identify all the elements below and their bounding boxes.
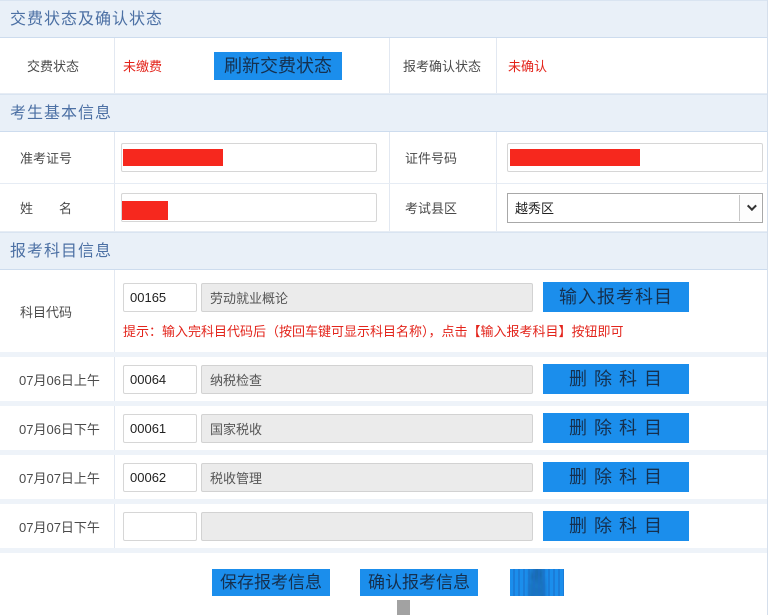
exam-district-cell: 越秀区 xyxy=(497,184,767,231)
slot-label: 07月07日下午 xyxy=(0,504,115,548)
slot-code-input[interactable] xyxy=(123,462,197,492)
slot-cell: 删 除 科 目 xyxy=(115,504,767,548)
delete-subject-button[interactable]: 删 除 科 目 xyxy=(543,413,689,443)
subject-code-label: 科目代码 xyxy=(0,270,115,352)
slot-cell: 删 除 科 目 xyxy=(115,406,767,450)
slot-code-input[interactable] xyxy=(123,413,197,443)
confirm-status-label: 报考确认状态 xyxy=(390,38,497,93)
subjects-section-title: 报考科目信息 xyxy=(0,232,767,270)
slot-label: 07月06日上午 xyxy=(0,357,115,401)
slot-label: 07月06日下午 xyxy=(0,406,115,450)
confirm-registration-button[interactable]: 确认报考信息 xyxy=(360,569,478,596)
slot-name-field xyxy=(201,462,533,492)
id-number-label: 证件号码 xyxy=(390,132,497,183)
admission-ticket-input[interactable] xyxy=(121,143,377,172)
refresh-payment-status-button[interactable]: 刷新交费状态 xyxy=(214,51,343,80)
slot-label: 07月07日上午 xyxy=(0,455,115,499)
enter-subject-button[interactable]: 输入报考科目 xyxy=(543,282,689,312)
basic-info-row-2: 姓 名 考试县区 越秀区 xyxy=(0,184,767,232)
basic-info-section-title: 考生基本信息 xyxy=(0,94,767,132)
scrollbar-artifact xyxy=(397,600,410,615)
subject-name-field xyxy=(201,282,533,312)
admission-ticket-label: 准考证号 xyxy=(0,132,115,183)
back-button-obscured[interactable]: 返 回 xyxy=(510,569,564,596)
slot-name-field xyxy=(201,413,533,443)
slot-code-input[interactable] xyxy=(123,364,197,394)
slot-name-field xyxy=(201,364,533,394)
payment-status-value: 未缴费 xyxy=(123,59,163,74)
back-button-label: 返 回 xyxy=(528,569,546,596)
delete-subject-button[interactable]: 删 除 科 目 xyxy=(543,364,689,394)
payment-status-label: 交费状态 xyxy=(0,38,115,93)
basic-info-row-1: 准考证号 证件号码 xyxy=(0,132,767,184)
slot-row: 07月06日下午 删 除 科 目 xyxy=(0,406,767,455)
name-label: 姓 名 xyxy=(0,184,115,231)
subject-code-hint: 提示：输入完科目代码后（按回车键可显示科目名称），点击【输入报考科目】按钮即可 xyxy=(123,324,624,339)
redaction-block xyxy=(122,201,168,220)
slot-row: 07月07日上午 删 除 科 目 xyxy=(0,455,767,504)
subject-code-cell: 输入报考科目 提示：输入完科目代码后（按回车键可显示科目名称），点击【输入报考科… xyxy=(115,270,767,352)
redaction-block xyxy=(123,149,223,166)
district-select-value: 越秀区 xyxy=(515,201,555,216)
confirm-status-value: 未确认 xyxy=(508,59,548,74)
subject-code-row: 科目代码 输入报考科目 提示：输入完科目代码后（按回车键可显示科目名称），点击【… xyxy=(0,270,767,357)
id-number-cell xyxy=(497,132,767,183)
subject-code-input[interactable] xyxy=(123,282,197,312)
exam-district-label: 考试县区 xyxy=(390,184,497,231)
delete-subject-button[interactable]: 删 除 科 目 xyxy=(543,462,689,492)
slot-name-field xyxy=(201,511,533,541)
admission-ticket-cell xyxy=(115,132,390,183)
payment-status-row: 交费状态 未缴费 刷新交费状态 报考确认状态 未确认 xyxy=(0,38,767,94)
slot-row: 07月07日下午 删 除 科 目 xyxy=(0,504,767,553)
chevron-down-icon[interactable] xyxy=(739,194,761,221)
slot-code-input[interactable] xyxy=(123,511,197,541)
delete-subject-button[interactable]: 删 除 科 目 xyxy=(543,511,689,541)
slot-cell: 删 除 科 目 xyxy=(115,357,767,401)
confirm-status-cell: 未确认 xyxy=(497,38,767,93)
save-registration-button[interactable]: 保存报考信息 xyxy=(212,569,330,596)
slot-cell: 删 除 科 目 xyxy=(115,455,767,499)
slot-row: 07月06日上午 删 除 科 目 xyxy=(0,357,767,406)
redaction-block xyxy=(510,149,640,166)
district-select[interactable]: 越秀区 xyxy=(507,192,763,223)
footer-actions: 保存报考信息 确认报考信息 返 回 xyxy=(0,553,767,615)
name-cell xyxy=(115,184,390,231)
payment-section-title: 交费状态及确认状态 xyxy=(0,0,767,38)
payment-status-cell: 未缴费 刷新交费状态 xyxy=(115,38,390,93)
